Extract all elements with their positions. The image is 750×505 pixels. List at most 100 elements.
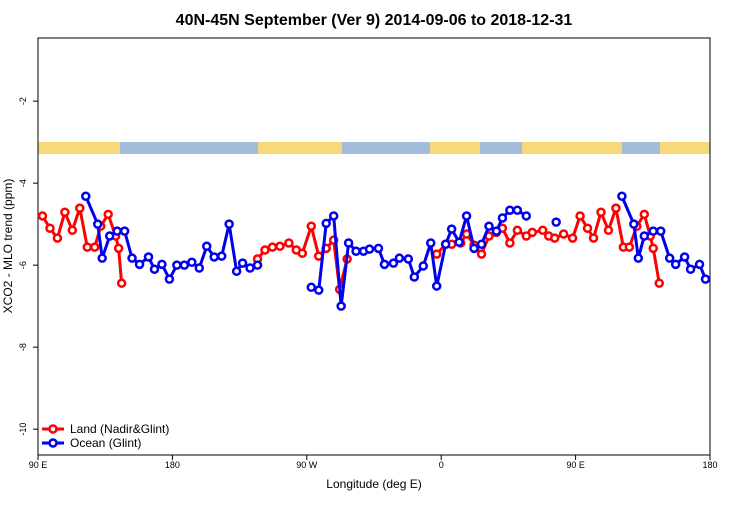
data-point — [425, 238, 436, 248]
data-point — [491, 226, 502, 236]
data-point — [596, 207, 606, 218]
data-point — [313, 285, 324, 295]
data-point — [336, 301, 346, 311]
data-point — [551, 217, 561, 227]
data-point — [629, 219, 639, 229]
data-point — [116, 278, 127, 288]
x-tick-label: 180 — [702, 460, 717, 470]
x-tick-label: 90 E — [566, 460, 585, 470]
data-point — [224, 219, 234, 229]
data-point — [431, 249, 442, 259]
data-point — [284, 238, 294, 248]
y-tick-label: -6 — [18, 261, 28, 269]
data-point — [119, 226, 130, 236]
land-strip — [258, 142, 342, 154]
data-point — [187, 257, 197, 268]
data-point — [112, 226, 122, 236]
data-point — [45, 223, 55, 234]
data-point — [505, 238, 515, 248]
data-point — [403, 254, 414, 264]
data-point — [505, 205, 515, 215]
data-point — [454, 237, 464, 247]
data-point — [639, 209, 650, 220]
y-tick-label: -4 — [18, 179, 28, 187]
data-point — [231, 266, 242, 277]
data-point — [37, 211, 48, 221]
data-point — [558, 229, 569, 239]
legend-label: Land (Nadir&Glint) — [70, 422, 169, 436]
data-point — [670, 259, 681, 270]
data-point — [409, 272, 420, 282]
data-point — [446, 224, 457, 234]
data-point — [267, 242, 278, 252]
data-point — [245, 263, 255, 273]
data-point — [306, 282, 317, 293]
data-point — [388, 258, 399, 268]
data-point — [149, 264, 160, 275]
data-point — [201, 241, 212, 252]
data-point — [164, 274, 175, 284]
data-point — [588, 233, 599, 243]
data-point — [364, 244, 375, 254]
data-point — [209, 252, 219, 262]
data-point — [92, 219, 103, 229]
data-point — [351, 246, 361, 256]
data-point — [321, 218, 331, 229]
y-axis-label: XCO2 - MLO trend (ppm) — [1, 179, 15, 314]
data-point — [216, 251, 227, 261]
data-point — [617, 191, 627, 202]
data-point — [67, 225, 78, 236]
data-point — [379, 259, 390, 270]
data-point — [431, 281, 442, 291]
y-tick-label: -2 — [18, 97, 28, 105]
data-point — [373, 243, 384, 254]
data-point — [260, 245, 270, 255]
data-point — [655, 226, 666, 236]
chart-title: 40N-45N September (Ver 9) 2014-09-06 to … — [176, 12, 573, 29]
plot-frame — [37, 37, 711, 456]
data-point — [81, 191, 91, 202]
data-point — [512, 225, 523, 236]
data-point — [82, 242, 93, 252]
data-point — [575, 211, 585, 221]
legend-marker — [48, 438, 58, 448]
data-point — [549, 233, 560, 243]
y-tick-label: -10 — [18, 423, 28, 436]
data-point — [306, 221, 317, 231]
data-point — [476, 239, 487, 249]
data-point — [527, 227, 538, 238]
data-point — [440, 239, 451, 249]
data-point — [297, 248, 308, 259]
land-strip — [38, 142, 120, 154]
data-point — [328, 211, 339, 221]
data-point — [172, 260, 182, 270]
land-strip — [522, 142, 622, 154]
land-strip — [660, 142, 710, 154]
x-tick-label: 90 E — [29, 460, 48, 470]
data-point — [89, 242, 100, 252]
x-tick-label: 180 — [165, 460, 180, 470]
legend: Land (Nadir&Glint)Ocean (Glint) — [42, 422, 169, 450]
data-point — [611, 203, 621, 213]
data-point — [104, 231, 115, 241]
data-point — [418, 261, 429, 271]
data-point — [664, 253, 675, 263]
land-strip — [430, 142, 480, 154]
data-point — [60, 207, 70, 218]
data-point — [700, 274, 711, 284]
x-tick-label: 90 W — [296, 460, 318, 470]
data-point — [685, 264, 696, 275]
data-point — [237, 258, 248, 268]
y-tick-label: -8 — [18, 343, 28, 351]
data-point — [469, 243, 479, 254]
data-point — [97, 253, 107, 263]
data-point — [103, 209, 113, 220]
data-point — [75, 203, 85, 213]
data-point — [521, 211, 532, 221]
x-axis-label: Longitude (deg E) — [326, 477, 421, 491]
data-point — [157, 259, 167, 270]
data-point — [633, 253, 644, 263]
data-point — [694, 259, 705, 270]
data-point — [394, 253, 405, 263]
